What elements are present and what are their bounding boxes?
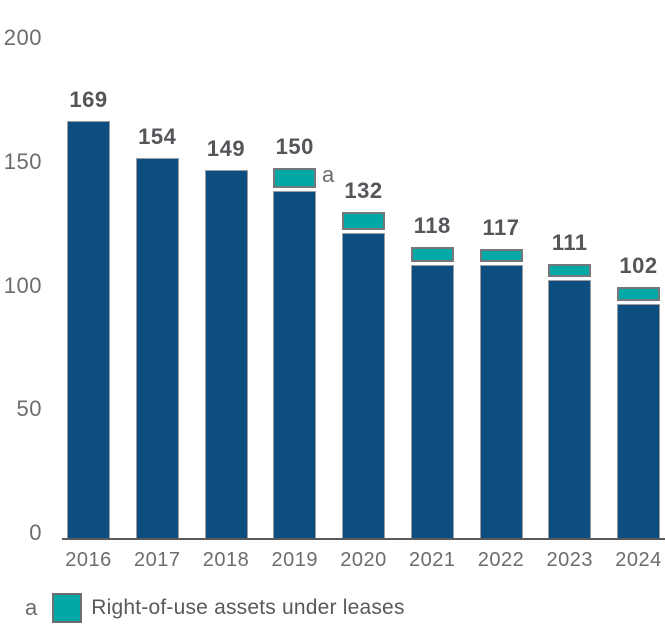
bar-segment-2017 <box>135 157 179 539</box>
x-axis-tick-label: 2023 <box>546 549 593 571</box>
bar-segment-2016 <box>67 120 110 539</box>
y-axis-tick-label: 200 <box>3 25 42 50</box>
right-of-use-segment <box>273 167 317 188</box>
x-axis-tick-label: 2016 <box>65 549 112 571</box>
footnote-marker-a: a <box>322 162 335 187</box>
bar-value-label: 150 <box>275 133 314 159</box>
x-axis-tick-label: 2019 <box>271 549 318 571</box>
x-axis-tick-label: 2020 <box>340 549 387 571</box>
bar-value-label: 117 <box>482 215 520 241</box>
y-axis-tick-label: 150 <box>3 148 42 174</box>
legend: a Right-of-use assets under leases <box>25 592 405 624</box>
bar-value-label: 111 <box>551 230 588 256</box>
y-axis-tick-label: 50 <box>16 396 42 422</box>
x-axis-tick-label: 2024 <box>615 549 662 571</box>
legend-footnote-marker: a <box>25 595 38 620</box>
y-axis-tick-label: 0 <box>29 520 42 545</box>
bar-segment-2023 <box>548 279 592 539</box>
x-axis-line <box>62 538 665 540</box>
right-of-use-segment <box>479 249 523 262</box>
x-axis-tick-label: 2017 <box>134 549 181 571</box>
bar-segment-2021 <box>410 264 454 539</box>
legend-swatch <box>52 593 83 623</box>
bar-value-label: 132 <box>344 178 383 204</box>
legend-label: Right-of-use assets under leases <box>91 596 405 619</box>
x-axis-tick-label: 2021 <box>409 549 456 571</box>
bar-segment-2018 <box>204 170 248 539</box>
bar-segment-2022 <box>479 264 523 539</box>
right-of-use-segment <box>548 264 592 277</box>
bar-value-label: 118 <box>413 212 451 238</box>
bar-segment-2024 <box>617 304 660 539</box>
bar-segment-2020 <box>342 232 385 539</box>
bar-value-label: 149 <box>206 136 246 162</box>
bar-value-label: 102 <box>619 252 658 278</box>
bar-value-label: 169 <box>69 86 108 112</box>
x-axis-tick-label: 2022 <box>477 549 525 571</box>
right-of-use-segment <box>342 212 385 230</box>
right-of-use-segment <box>617 286 660 302</box>
right-of-use-segment <box>410 246 454 262</box>
bar-segment-2019 <box>273 190 317 539</box>
bar-value-label: 154 <box>138 123 177 149</box>
y-axis-tick-label: 100 <box>3 272 42 298</box>
x-axis-tick-label: 2018 <box>202 549 250 571</box>
